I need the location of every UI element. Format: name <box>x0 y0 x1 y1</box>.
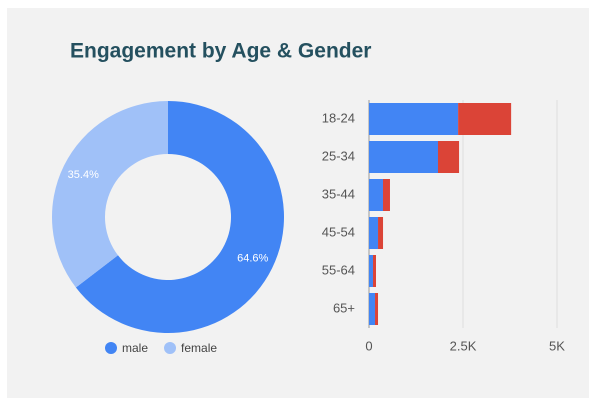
bar-segment <box>369 179 383 211</box>
x-tick-label: 5K <box>549 338 565 353</box>
y-tick-label: 35-44 <box>322 186 355 201</box>
bar-segment <box>437 141 460 173</box>
bar-segment <box>458 103 512 135</box>
legend-label: female <box>181 341 217 355</box>
slice-label: 35.4% <box>68 169 99 181</box>
legend-marker <box>105 342 117 354</box>
bar-segment <box>369 141 438 173</box>
y-tick-label: 45-54 <box>322 224 355 239</box>
x-tick-label: 0 <box>365 338 372 353</box>
bar-segment <box>369 217 379 249</box>
y-tick-label: 25-34 <box>322 148 355 163</box>
donut-slice <box>75 101 284 333</box>
bar-segment <box>378 217 384 249</box>
bar-segment <box>375 293 379 325</box>
bar-segment <box>372 255 376 287</box>
bar-segment <box>369 103 459 135</box>
bar-segment <box>369 293 376 325</box>
x-tick-label: 2.5K <box>450 338 477 353</box>
slice-label: 64.6% <box>237 253 268 265</box>
y-tick-label: 18-24 <box>322 110 355 125</box>
y-tick-label: 65+ <box>333 300 355 315</box>
title: Engagement by Age & Gender <box>70 40 371 63</box>
bar-segment <box>369 255 373 287</box>
legend-label: male <box>122 341 148 355</box>
donut-slice <box>51 101 168 288</box>
bar-segment <box>382 179 390 211</box>
legend-marker <box>164 342 177 354</box>
y-tick-label: 55-64 <box>322 262 355 277</box>
